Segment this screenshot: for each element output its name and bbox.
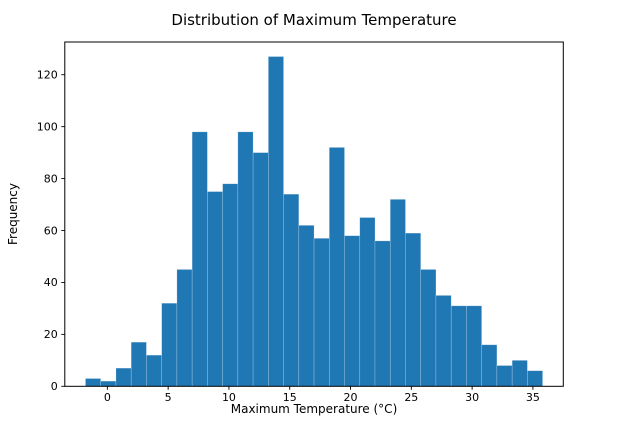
y-tick-label: 120: [37, 69, 58, 82]
histogram-bar: [389, 199, 406, 387]
histogram-bar: [466, 305, 482, 387]
x-axis-label: Maximum Temperature (°C): [230, 402, 398, 416]
histogram-bar: [481, 344, 498, 387]
histogram-bar: [115, 367, 132, 387]
histogram-bar: [85, 378, 102, 387]
y-tick-label: 100: [37, 120, 58, 133]
histogram-bar: [237, 131, 254, 387]
y-axis-label: Frequency: [6, 183, 20, 245]
histogram-bar: [222, 183, 239, 387]
y-tick-label: 60: [44, 224, 58, 237]
histogram-bar: [191, 131, 208, 387]
histogram-bar: [313, 237, 330, 387]
histogram-bar: [328, 147, 345, 387]
histogram-bar: [130, 341, 147, 387]
histogram-bar: [511, 360, 528, 387]
chart-title: Distribution of Maximum Temperature: [171, 11, 457, 29]
histogram-bar: [435, 295, 452, 387]
histogram-bar: [359, 217, 376, 387]
histogram-bar: [146, 354, 162, 387]
axes-spines: [64, 41, 564, 387]
x-tick-label: 5: [165, 391, 172, 404]
x-tick-label: 10: [222, 391, 236, 404]
histogram-bar: [176, 269, 193, 387]
histogram-bar: [527, 370, 543, 387]
histogram-bar: [207, 191, 223, 387]
y-tick-label: 0: [51, 380, 58, 393]
histogram-bar: [405, 232, 422, 387]
histogram-bar: [161, 302, 178, 387]
histogram-bar: [252, 152, 269, 387]
histogram-bar: [420, 269, 437, 387]
histogram-bar: [450, 305, 467, 387]
y-tick-label: 40: [44, 276, 58, 289]
y-tick-label: 80: [44, 172, 58, 185]
x-tick-label: 15: [283, 391, 297, 404]
histogram-bar: [268, 56, 284, 387]
x-tick-label: 0: [104, 391, 111, 404]
histogram-bar: [298, 225, 315, 387]
histogram-bar: [283, 193, 300, 387]
histogram-bar: [374, 240, 391, 387]
x-tick-label: 35: [526, 391, 540, 404]
x-tick-label: 25: [404, 391, 418, 404]
histogram-bar: [344, 235, 361, 387]
y-tick-label: 20: [44, 328, 58, 341]
histogram-bar: [496, 365, 513, 387]
histogram-bar: [100, 380, 117, 387]
x-tick-label: 20: [344, 391, 358, 404]
x-tick-label: 30: [465, 391, 479, 404]
